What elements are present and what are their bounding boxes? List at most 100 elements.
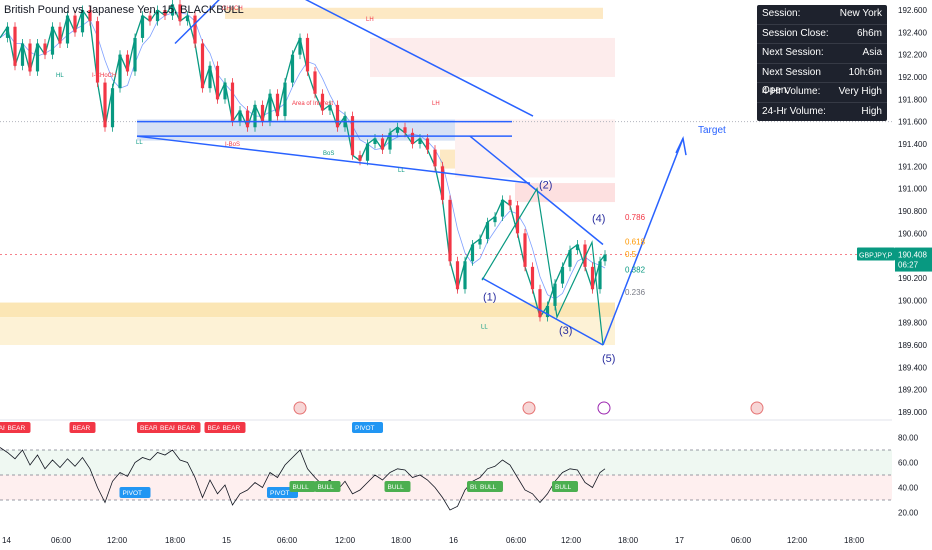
structure-label: LL — [481, 324, 488, 330]
candle-body — [575, 244, 580, 251]
wave-label: (4) — [592, 213, 605, 225]
structure-label: LH — [366, 17, 374, 23]
candle-body — [373, 138, 377, 144]
y-tick-label: 191.200 — [898, 162, 927, 171]
signal-label: BULL — [388, 484, 405, 491]
session-value: New York — [839, 8, 882, 19]
zone — [0, 302, 615, 318]
osc-upper-band — [0, 450, 892, 475]
candle-body — [28, 43, 32, 72]
candle-body — [493, 216, 497, 223]
y-tick-label: 190.800 — [898, 207, 927, 216]
structure-label: HL — [56, 73, 64, 79]
structure-label: LL — [398, 168, 405, 174]
candle-body — [133, 37, 137, 72]
candle-body — [403, 127, 407, 133]
session-label: Session Close: — [762, 27, 829, 39]
structure-label: BoS — [323, 151, 334, 157]
signal-badge — [4, 422, 31, 433]
x-tick-label: 06:00 — [277, 536, 298, 545]
x-tick-label: 12:00 — [335, 536, 356, 545]
candle-body — [208, 65, 212, 89]
zone — [370, 37, 615, 77]
signal-label: BULL — [293, 484, 310, 491]
signal-label: BULL — [480, 484, 497, 491]
symbol-badge — [857, 247, 895, 261]
candle-body — [388, 132, 392, 150]
candle-body — [425, 138, 430, 150]
candle-body — [170, 4, 175, 16]
candle-body — [155, 10, 160, 22]
session-label: Next Session: — [762, 47, 824, 58]
candle-body — [455, 261, 460, 290]
signal-badge — [314, 481, 341, 492]
candle-body — [538, 289, 542, 318]
candle-body — [230, 82, 235, 122]
osc-y-tick-label: 40.00 — [898, 484, 919, 493]
session-row: Session: New York — [757, 5, 887, 25]
candle-body — [13, 26, 17, 66]
candle-body — [50, 26, 55, 55]
candle-body — [380, 138, 385, 150]
candle-body — [365, 144, 370, 161]
session-value: 10h:6m — [848, 66, 882, 78]
candle-body — [395, 127, 400, 133]
candle-body — [95, 21, 100, 83]
candle-body — [140, 15, 145, 38]
x-tick-label: 06:00 — [51, 536, 72, 545]
session-row: 24-Hr Volume: High — [757, 103, 887, 122]
target-label: Target — [698, 125, 726, 136]
candle-body — [245, 110, 250, 128]
x-tick-label: 14 — [2, 536, 11, 545]
y-tick-label: 192.600 — [898, 6, 927, 15]
candle-body — [200, 43, 205, 89]
signal-label: BEAR — [0, 425, 8, 432]
y-tick-label: 191.600 — [898, 118, 927, 127]
signal-label: BEAR — [208, 425, 226, 432]
candle-body — [178, 4, 182, 22]
candle-body — [35, 43, 40, 72]
y-tick-label: 190.600 — [898, 229, 927, 238]
structure-label: I-CHoCH — [92, 73, 116, 79]
signal-badge — [552, 481, 578, 492]
moving-average-line — [0, 12, 606, 300]
signal-badge — [289, 481, 316, 492]
signal-label: BEAR — [178, 425, 196, 432]
candle-body — [603, 254, 607, 262]
candle-body — [215, 65, 220, 100]
signal-badge — [174, 422, 201, 433]
fib-level-label: 0.236 — [625, 288, 646, 297]
candle-body — [448, 199, 452, 262]
osc-y-tick-label: 80.00 — [898, 434, 919, 443]
wave-path — [481, 186, 604, 346]
signal-badge — [384, 481, 411, 492]
x-tick-label: 16 — [449, 536, 458, 545]
candle-body — [110, 88, 115, 128]
signal-label: PIVOT — [270, 490, 290, 497]
candle-body — [440, 166, 445, 200]
zone — [225, 7, 603, 19]
event-icon — [293, 401, 307, 415]
candle-body — [223, 82, 227, 100]
y-tick-label: 189.000 — [898, 408, 927, 417]
signal-label: BULL — [318, 484, 335, 491]
signal-label: PIVOT — [123, 490, 143, 497]
candle-body — [80, 10, 85, 33]
session-label: Session: — [762, 8, 801, 19]
signal-badge — [477, 481, 503, 492]
symbol-badge-label: GBPJPY,P — [859, 253, 893, 260]
y-tick-label: 189.200 — [898, 386, 927, 395]
x-tick-label: 12:00 — [787, 536, 808, 545]
wave-label: (3) — [559, 325, 572, 337]
candle-body — [73, 15, 77, 33]
signal-badge — [119, 487, 151, 498]
signal-badge — [352, 422, 383, 433]
candle-body — [5, 26, 10, 38]
target-projection — [602, 138, 684, 346]
osc-line — [0, 447, 606, 511]
zone — [0, 317, 615, 345]
trendline — [136, 135, 531, 184]
session-row: Next Session Open: 10h:6m — [757, 64, 887, 96]
candle-body — [260, 104, 265, 122]
